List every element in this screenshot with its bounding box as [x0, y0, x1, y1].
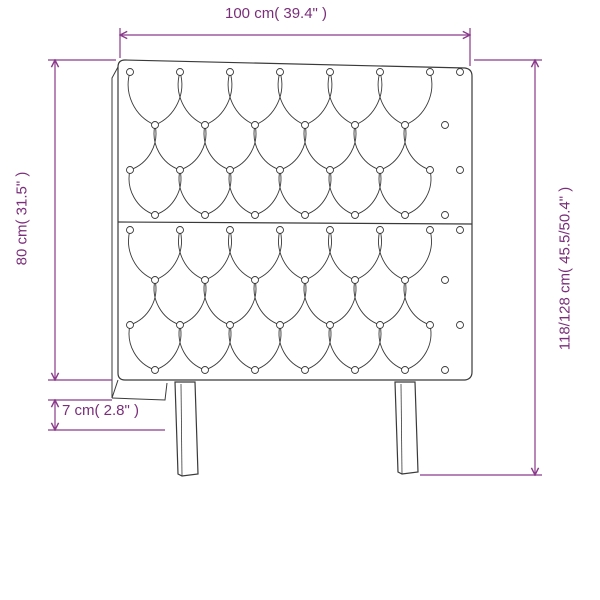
headboard-legs — [175, 382, 418, 476]
tuft-button — [177, 227, 184, 234]
tuft-button — [352, 367, 359, 374]
tuft-button — [227, 322, 234, 329]
panel-height-dimension-label: 80 cm( 31.5" ) — [13, 172, 30, 266]
tuft-button — [427, 69, 434, 76]
tuft-button — [302, 367, 309, 374]
tuft-button — [442, 367, 449, 374]
tuft-button — [457, 69, 464, 76]
tuft-button — [152, 277, 159, 284]
tuft-button — [127, 227, 134, 234]
tuft-button — [302, 122, 309, 129]
tuft-button — [442, 122, 449, 129]
tuft-button — [127, 167, 134, 174]
tuft-button — [442, 277, 449, 284]
tuft-button — [377, 69, 384, 76]
tuft-button — [177, 167, 184, 174]
tuft-button — [457, 167, 464, 174]
tuft-button — [402, 367, 409, 374]
tuft-button — [202, 212, 209, 219]
tuft-button — [457, 227, 464, 234]
tuft-button — [227, 167, 234, 174]
tuft-button — [277, 322, 284, 329]
tuft-button — [177, 69, 184, 76]
tuft-button — [152, 122, 159, 129]
tuft-button — [327, 69, 334, 76]
tuft-button — [427, 167, 434, 174]
tuft-button — [352, 277, 359, 284]
tuft-button — [327, 227, 334, 234]
diagram-container: 100 cm( 39.4" ) 80 cm( 31.5" ) 7 cm( 2.8… — [0, 0, 600, 600]
tuft-button — [202, 367, 209, 374]
tuft-button — [152, 367, 159, 374]
tuft-button — [327, 322, 334, 329]
tuft-button — [252, 212, 259, 219]
tuft-button — [302, 212, 309, 219]
tuft-button — [152, 212, 159, 219]
tuft-button — [442, 212, 449, 219]
tuft-button — [127, 69, 134, 76]
tuft-button — [327, 167, 334, 174]
tuft-button — [177, 322, 184, 329]
tuft-button — [352, 212, 359, 219]
tuft-button — [277, 167, 284, 174]
tuft-button — [402, 122, 409, 129]
tuft-button — [227, 227, 234, 234]
tuft-button — [277, 227, 284, 234]
tuft-button — [252, 367, 259, 374]
tuft-button — [402, 277, 409, 284]
tuft-button — [202, 277, 209, 284]
tuft-button — [127, 322, 134, 329]
tuft-button — [377, 227, 384, 234]
tuft-button — [427, 322, 434, 329]
depth-dimension-label: 7 cm( 2.8" ) — [62, 402, 139, 419]
tuft-button — [377, 167, 384, 174]
tuft-button — [377, 322, 384, 329]
headboard-panel — [112, 60, 472, 400]
tuft-button — [252, 122, 259, 129]
tuft-button — [277, 69, 284, 76]
tuft-button — [427, 227, 434, 234]
total-height-dimension-label: 118/128 cm( 45.5/50.4" ) — [557, 159, 574, 379]
tuft-button — [227, 69, 234, 76]
tuft-button — [402, 212, 409, 219]
tuft-button — [252, 277, 259, 284]
tuft-button — [302, 277, 309, 284]
tuft-button — [202, 122, 209, 129]
headboard-svg — [0, 0, 600, 600]
tuft-button — [457, 322, 464, 329]
tuft-button — [352, 122, 359, 129]
width-dimension-label: 100 cm( 39.4" ) — [225, 5, 327, 22]
